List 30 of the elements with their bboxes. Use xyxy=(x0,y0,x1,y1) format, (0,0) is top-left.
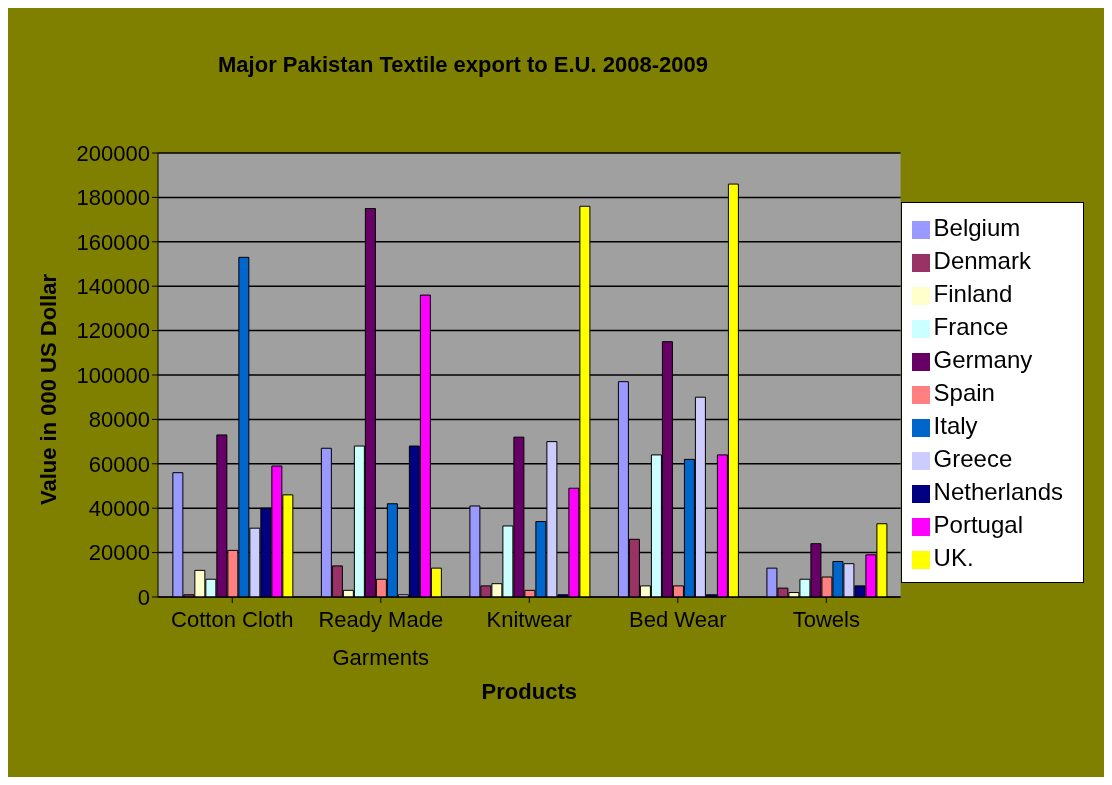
y-tick-label: 100000 xyxy=(76,362,150,388)
legend-label: Italy xyxy=(933,412,978,439)
legend-label: Germany xyxy=(933,346,1033,373)
legend-label: France xyxy=(933,313,1009,340)
y-tick-label: 160000 xyxy=(76,229,150,255)
y-tick-label: 60000 xyxy=(88,451,150,477)
legend-label: Belgium xyxy=(933,214,1021,241)
legend-label: Netherlands xyxy=(933,478,1063,505)
x-tick-label: Knitwear xyxy=(486,607,573,632)
x-tick-label: Cotton Cloth xyxy=(171,607,294,632)
y-tick-label: 40000 xyxy=(88,496,150,522)
legend-label: Spain xyxy=(933,379,995,406)
legend-label: Finland xyxy=(933,280,1013,307)
y-tick-label: 180000 xyxy=(76,185,150,211)
legend-label: UK. xyxy=(933,544,974,571)
legend-label: Greece xyxy=(933,445,1013,472)
x-tick-label: Ready Made Garments xyxy=(318,607,444,670)
y-tick-label: 120000 xyxy=(76,318,150,344)
x-tick-label: Bed Wear xyxy=(629,607,727,632)
x-tick-label: Towels xyxy=(792,607,860,632)
legend-label: Denmark xyxy=(933,247,1031,274)
chart-title: Major Pakistan Textile export to E.U. 2008-2009 xyxy=(217,52,709,78)
y-tick-label: 0 xyxy=(137,584,150,610)
legend-label: Portugal xyxy=(933,511,1023,538)
y-tick-label: 140000 xyxy=(76,274,150,300)
y-tick-label: 80000 xyxy=(88,407,150,433)
x-axis-title: Products xyxy=(481,679,577,704)
y-tick-label: 200000 xyxy=(76,140,150,166)
y-tick-label: 20000 xyxy=(88,540,150,566)
y-axis-title: Value in 000 US Dollar xyxy=(35,273,61,505)
